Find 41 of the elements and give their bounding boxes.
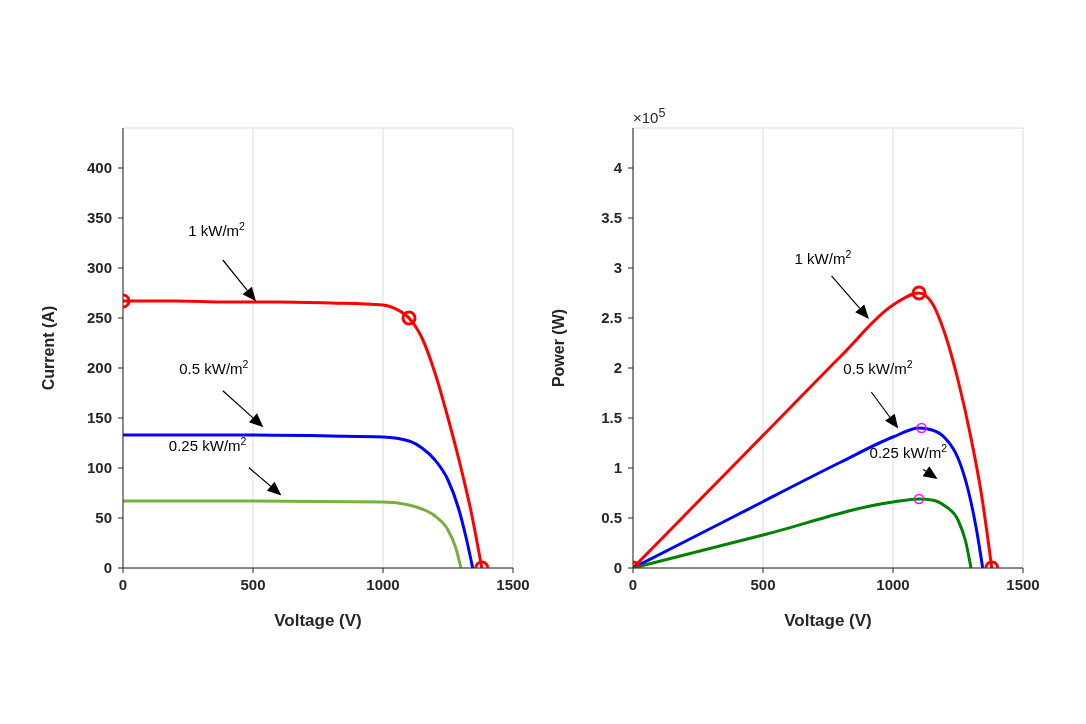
x-tick-label: 1500 <box>1006 575 1040 593</box>
y-tick-label: 200 <box>86 359 112 377</box>
x-axis-title: Voltage (V) <box>784 611 872 630</box>
y-tick-label: 250 <box>86 309 112 327</box>
point <box>911 285 927 301</box>
annotation: 1 kW/m$^{2}$ <box>794 248 852 268</box>
y-tick-label: 4 <box>613 159 623 177</box>
y-tick-label: 350 <box>86 209 112 227</box>
y-tick-label: 0 <box>613 559 622 577</box>
x-tick-label: 1500 <box>496 575 530 593</box>
point <box>916 422 927 434</box>
x-tick-label: 500 <box>240 575 266 593</box>
y-tick-label: 100 <box>86 459 112 477</box>
y-tick-label: 400 <box>86 159 112 177</box>
y-tick-label: 2 <box>613 359 622 377</box>
annotation: 0.25 kW/m$^{2}$ <box>869 442 948 461</box>
line-series <box>123 499 463 568</box>
y-axis-title: Power (W) <box>549 308 567 388</box>
y-axis-title: Current (A) <box>39 305 57 391</box>
text: ×10$^{5}$ <box>633 106 666 126</box>
y-tick-label: 0.5 <box>601 509 622 527</box>
y-tick-label: 50 <box>95 509 112 527</box>
annotation: 0.25 kW/m$^{2}$ <box>168 435 247 455</box>
y-tick-label: 150 <box>86 409 112 427</box>
x-axis-title: Voltage (V) <box>274 611 362 630</box>
y-tick-label: 300 <box>86 259 112 277</box>
y-tick-label: 3 <box>613 259 622 277</box>
annotation: 1 kW/m$^{2}$ <box>188 219 246 239</box>
x-tick-label: 1000 <box>366 575 400 593</box>
annotation: 0.5 kW/m$^{2}$ <box>843 358 913 378</box>
y-tick-label: 3.5 <box>601 209 622 227</box>
x-tick-label: 500 <box>750 575 776 593</box>
y-tick-label: 2.5 <box>601 309 622 327</box>
annotation: 0.5 kW/m$^{2}$ <box>179 358 249 378</box>
x-tick-label: 0 <box>628 575 638 593</box>
y-tick-label: 0 <box>103 559 112 577</box>
y-tick-label: 1 <box>613 459 622 477</box>
y-tick-label: 1.5 <box>601 409 622 427</box>
x-tick-label: 0 <box>118 575 128 593</box>
x-tick-label: 1000 <box>876 575 910 593</box>
point <box>401 310 417 326</box>
